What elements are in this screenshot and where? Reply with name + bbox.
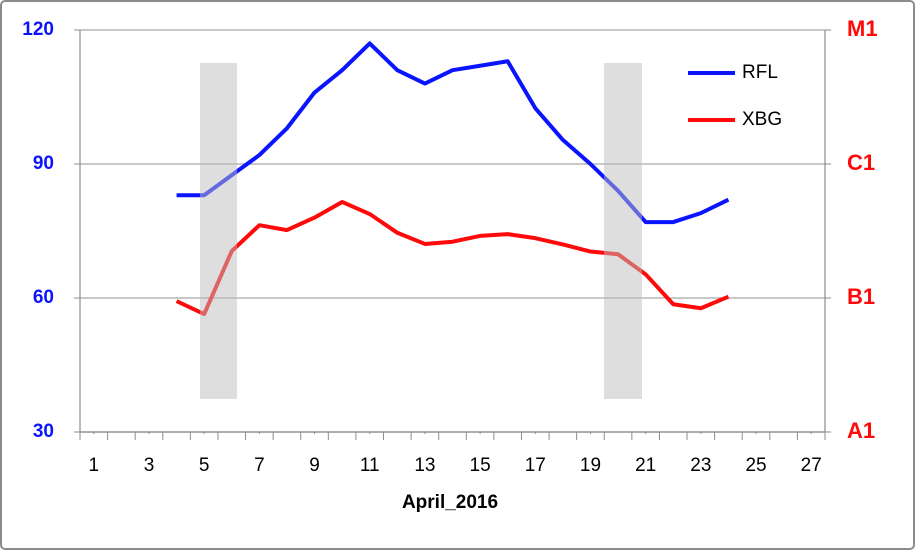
x-tick-label: 27 — [801, 455, 822, 476]
x-tick-label: 19 — [580, 455, 601, 476]
x-tick-label: 17 — [525, 455, 546, 476]
x-tick-label: 21 — [635, 455, 656, 476]
shaded-band — [200, 63, 237, 399]
y-tick-label: 30 — [33, 421, 54, 442]
x-tick-label: 1 — [89, 455, 100, 476]
y2-tick-label: M1 — [847, 16, 878, 41]
y-tick-label: 90 — [33, 153, 54, 174]
y-tick-label: 120 — [22, 19, 54, 40]
x-tick-label: 15 — [470, 455, 491, 476]
x-tick-label: 11 — [360, 455, 380, 476]
x-tick-label: 13 — [414, 455, 435, 476]
shaded-band — [604, 63, 642, 399]
x-tick-label: 5 — [199, 455, 210, 476]
legend-label: RFL — [742, 62, 778, 83]
legend-label: XBG — [742, 109, 782, 130]
y2-tick-label: C1 — [847, 150, 875, 175]
y2-tick-label: A1 — [847, 418, 875, 443]
x-tick-label: 23 — [690, 455, 711, 476]
x-tick-label: 3 — [144, 455, 155, 476]
x-axis-label: April_2016 — [402, 492, 498, 513]
x-tick-label: 9 — [309, 455, 320, 476]
x-tick-label: 25 — [745, 455, 766, 476]
y2-tick-label: B1 — [847, 284, 875, 309]
x-tick-label: 7 — [254, 455, 265, 476]
y-tick-label: 60 — [33, 287, 54, 308]
